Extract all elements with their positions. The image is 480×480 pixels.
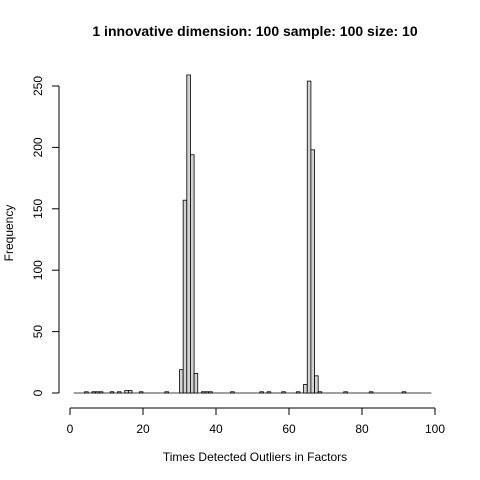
x-tick-label: 80 — [355, 422, 369, 436]
histogram-bar — [186, 74, 191, 394]
histogram-bar — [179, 369, 184, 394]
chart-title: 1 innovative dimension: 100 sample: 100 … — [92, 23, 417, 39]
x-tick-label: 100 — [425, 422, 445, 436]
y-tick-label: 0 — [31, 389, 45, 396]
histogram-bar — [259, 391, 264, 394]
histogram-bar — [281, 391, 286, 394]
histogram-bar — [109, 391, 115, 394]
plot-area — [73, 74, 432, 394]
histogram-bar — [98, 391, 104, 394]
histogram-bar — [127, 390, 133, 394]
y-tick-label: 200 — [31, 137, 45, 157]
histogram-bar — [401, 391, 407, 394]
histogram-bar — [208, 391, 213, 394]
x-tick-label: 60 — [282, 422, 296, 436]
histogram-bar — [266, 391, 272, 394]
histogram-bar — [317, 391, 323, 394]
histogram-bar — [230, 391, 235, 394]
histogram-bar — [190, 154, 195, 394]
histogram-bar — [91, 391, 96, 394]
y-tick-label: 100 — [31, 260, 45, 280]
histogram-bar — [95, 391, 100, 394]
histogram-bar — [295, 391, 301, 394]
histogram-bar — [200, 391, 206, 394]
histogram-bar — [343, 391, 348, 394]
x-tick-label: 40 — [209, 422, 223, 436]
x-axis: 0 20 40 60 80 100 — [67, 407, 445, 436]
y-tick-label: 150 — [31, 198, 45, 218]
histogram-bar — [138, 391, 144, 394]
histogram-bar — [164, 391, 169, 394]
histogram-bar — [368, 391, 374, 394]
histogram-bar — [182, 199, 188, 394]
histogram-bar — [310, 149, 315, 394]
histogram-bar — [84, 391, 89, 394]
histogram-bar — [204, 391, 210, 394]
x-tick-label: 20 — [136, 422, 150, 436]
y-tick-label: 50 — [31, 325, 45, 339]
histogram-bar — [124, 390, 129, 394]
histogram-bar — [117, 391, 122, 394]
x-axis-label: Times Detected Outliers in Factors — [163, 450, 347, 464]
histogram-bar — [306, 80, 312, 394]
histogram-bar — [314, 375, 319, 394]
y-tick-label: 250 — [31, 76, 45, 96]
histogram-bar — [193, 372, 199, 394]
y-axis-label: Frequency — [2, 205, 16, 262]
x-tick-label: 0 — [67, 422, 74, 436]
histogram-bar — [303, 384, 308, 394]
y-axis: 0 50 100 150 200 250 — [31, 76, 60, 396]
